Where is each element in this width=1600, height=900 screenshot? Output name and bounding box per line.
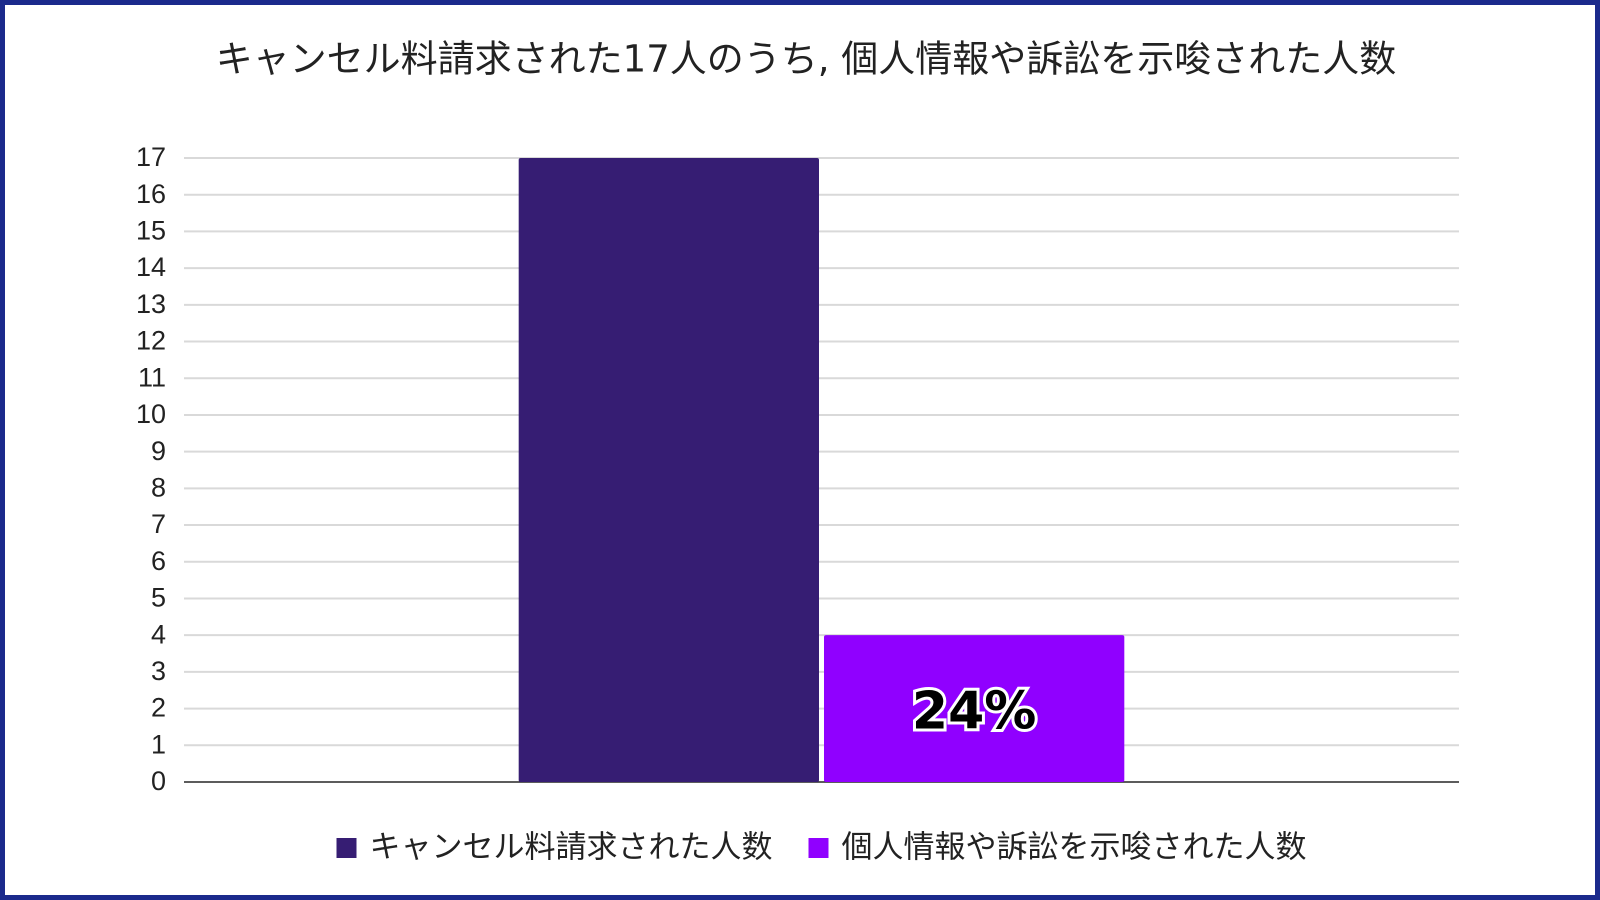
y-tick-label: 9 (151, 436, 166, 466)
legend-swatch (808, 838, 829, 858)
chart-title: キャンセル料請求された17人のうち, 個人情報や訴訟を示唆された人数 (216, 38, 1397, 81)
legend-label: キャンセル料請求された人数 (370, 830, 773, 866)
y-tick-label: 6 (151, 546, 166, 576)
y-tick-label: 2 (151, 693, 166, 723)
bar (518, 158, 819, 782)
y-tick-label: 0 (151, 766, 166, 796)
y-tick-label: 13 (136, 289, 166, 319)
y-tick-label: 11 (138, 362, 166, 392)
legend: キャンセル料請求された人数 個人情報や訴訟を示唆された人数 (336, 830, 1307, 866)
y-tick-label: 10 (136, 399, 166, 429)
legend-label: 個人情報や訴訟を示唆された人数 (842, 830, 1307, 866)
y-tick-label: 5 (151, 583, 166, 613)
bar-annotation: 24% (912, 682, 1036, 742)
y-tick-label: 16 (136, 179, 166, 209)
y-tick-label: 15 (136, 216, 166, 246)
y-tick-label: 17 (136, 142, 166, 172)
y-tick-label: 14 (136, 252, 166, 282)
legend-swatch (336, 838, 357, 858)
y-tick-label: 1 (151, 729, 166, 759)
y-tick-label: 3 (151, 656, 166, 686)
y-tick-label: 8 (151, 472, 166, 502)
bar (824, 635, 1125, 782)
y-tick-label: 12 (136, 326, 166, 356)
y-tick-label: 4 (151, 619, 166, 649)
y-tick-label: 7 (151, 509, 166, 539)
